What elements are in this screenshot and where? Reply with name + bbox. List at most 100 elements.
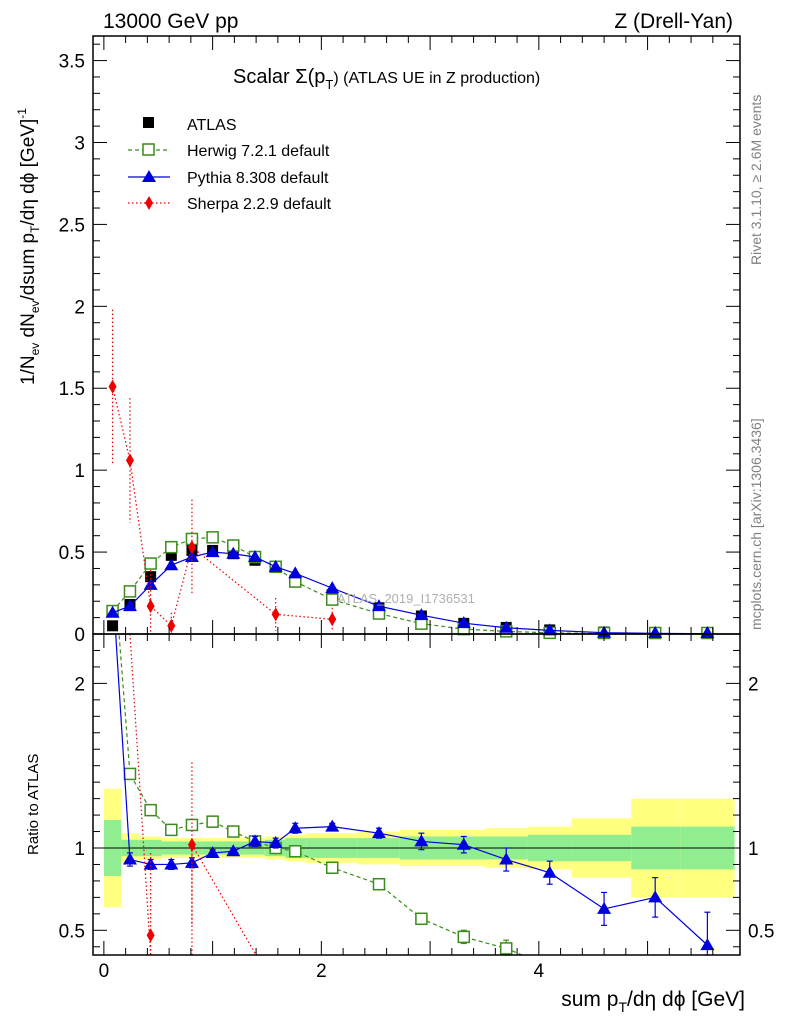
atlas-main-point <box>165 549 177 561</box>
pythia-ratio-point <box>248 834 263 847</box>
y-axis-label: 1/Nev dNev/dsum pT/dη dϕ [GeV]-1 <box>15 108 42 385</box>
legend-label-pythia: Pythia 8.308 default <box>187 170 329 187</box>
sherpa-ratio-point <box>187 837 196 852</box>
pythia-main-point <box>205 545 220 558</box>
sherpa-main-point <box>187 540 196 555</box>
x-axis-label: sum pT/dη dϕ [GeV] <box>561 988 745 1015</box>
rivet-version-label: Rivet 3.1.10, ≥ 2.6M events <box>748 95 764 265</box>
pythia-ratio-point <box>143 857 158 870</box>
pythia-main-point <box>371 599 386 612</box>
pythia-ratio-point <box>288 821 303 834</box>
main-ytick-label: 2 <box>74 297 85 318</box>
herwig-ratio-point <box>123 767 137 781</box>
pythia-main-point <box>248 549 263 562</box>
axes-frames: 0 0.5 1 1.5 2 2.5 3 3.5 0.5 0.5 1 1 2 2 0 2 4 <box>59 35 774 982</box>
pythia-ratio-point <box>205 845 220 858</box>
pythia-main-point <box>122 599 137 612</box>
herwig-ratio-point <box>206 815 219 828</box>
herwig-ratio-point <box>415 912 428 926</box>
herwig-main-point <box>325 593 339 606</box>
sherpa-ratio-point <box>146 928 155 943</box>
herwig-main-point <box>144 557 157 570</box>
pythia-ratio-point <box>499 852 514 865</box>
pythia-main-point <box>542 623 557 636</box>
pythia-main-point <box>648 626 663 638</box>
main-ytick-label: 1.5 <box>59 379 85 400</box>
ratio-frame <box>92 633 741 956</box>
sherpa-main-point <box>167 618 176 633</box>
legend-label-herwig: Herwig 7.2.1 default <box>187 143 330 160</box>
herwig-ratio-point <box>165 823 178 837</box>
herwig-ratio-point <box>185 818 199 832</box>
main-ytick-label: 3 <box>74 133 85 154</box>
herwig-ratio-point <box>325 861 339 875</box>
ratio-ytick-label-right: 2 <box>748 674 759 695</box>
ratio-ytick-label: 2 <box>74 674 85 695</box>
pythia-ratio-point <box>700 938 715 951</box>
herwig-ratio-point <box>227 825 240 838</box>
pythia-main-point <box>143 577 158 590</box>
main-ytick-label: 2.5 <box>59 215 85 236</box>
pythia-ratio-point <box>325 819 340 832</box>
main-ytick-label: 0 <box>74 625 85 646</box>
energy-label: 13000 GeV pp <box>103 10 238 33</box>
sherpa-main-point <box>108 379 117 394</box>
main-ytick-label: 3.5 <box>59 52 85 73</box>
pythia-main-point <box>700 626 715 638</box>
legend-label-sherpa: Sherpa 2.2.9 default <box>187 196 332 213</box>
sherpa-main-point <box>125 453 134 468</box>
ratio-ytick-label: 0.5 <box>59 921 85 942</box>
pythia-main-point <box>456 616 471 629</box>
legend-marker-pythia <box>142 170 156 182</box>
pythia-ratio-point <box>597 901 612 914</box>
legend-marker-sherpa <box>145 196 153 210</box>
plot-title: Scalar Σ(pT) (ATLAS UE in Z production) <box>233 66 540 92</box>
pythia-ratio-point <box>122 852 137 865</box>
pythia-ratio-point <box>542 865 557 878</box>
pythia-ratio-point <box>414 834 429 847</box>
process-label: Z (Drell-Yan) <box>614 10 733 33</box>
pythia-main-point <box>226 546 241 559</box>
atlas-main-point <box>145 571 157 583</box>
main-ytick-label: 1 <box>74 461 85 482</box>
pythia-main-point <box>105 605 120 618</box>
atlas-main-point <box>107 620 119 632</box>
herwig-ratio-point <box>289 845 302 858</box>
ratio-plot <box>115 633 715 956</box>
herwig-ratio-point <box>457 930 471 944</box>
sherpa-main-point <box>146 599 155 614</box>
herwig-main-point <box>206 531 219 544</box>
ratio-y-axis-label: Ratio to ATLAS <box>25 754 42 855</box>
xtick-label: 4 <box>534 961 545 982</box>
mcplots-label: mcplots.cern.ch [arXiv:1306.3436] <box>748 418 764 630</box>
pythia-ratio-point <box>371 826 386 839</box>
pythia-ratio-point <box>268 836 283 849</box>
sherpa-ratio-line <box>129 633 152 956</box>
herwig-ratio-line <box>118 634 524 955</box>
pythia-ratio-point <box>648 890 663 903</box>
sherpa-main-point <box>271 607 280 622</box>
legend-marker-herwig <box>142 143 155 156</box>
herwig-main-point <box>165 540 178 554</box>
pythia-main-point <box>414 608 429 621</box>
pythia-main-point <box>268 559 283 572</box>
analysis-watermark: ATLAS_2019_I1736531 <box>337 591 475 606</box>
pythia-ratio-point <box>226 844 241 857</box>
legend-label-atlas: ATLAS <box>187 117 237 134</box>
herwig-main-line <box>112 536 708 635</box>
sherpa-ratio-line <box>191 844 257 956</box>
xtick-label: 2 <box>316 961 327 982</box>
legend: ATLAS Herwig 7.2.1 default Pythia 8.308 … <box>128 117 332 213</box>
pythia-main-point <box>325 581 340 594</box>
main-ytick-label: 0.5 <box>59 543 85 564</box>
ratio-ytick-label-right: 1 <box>748 839 759 860</box>
herwig-ratio-point <box>499 942 513 955</box>
herwig-ratio-point <box>372 877 386 891</box>
legend-marker-atlas <box>143 117 154 128</box>
pythia-ratio-point <box>164 857 179 870</box>
pythia-main-point <box>288 566 303 579</box>
main-plot <box>105 309 715 640</box>
xtick-label: 0 <box>99 961 110 982</box>
herwig-main-point <box>123 585 137 598</box>
